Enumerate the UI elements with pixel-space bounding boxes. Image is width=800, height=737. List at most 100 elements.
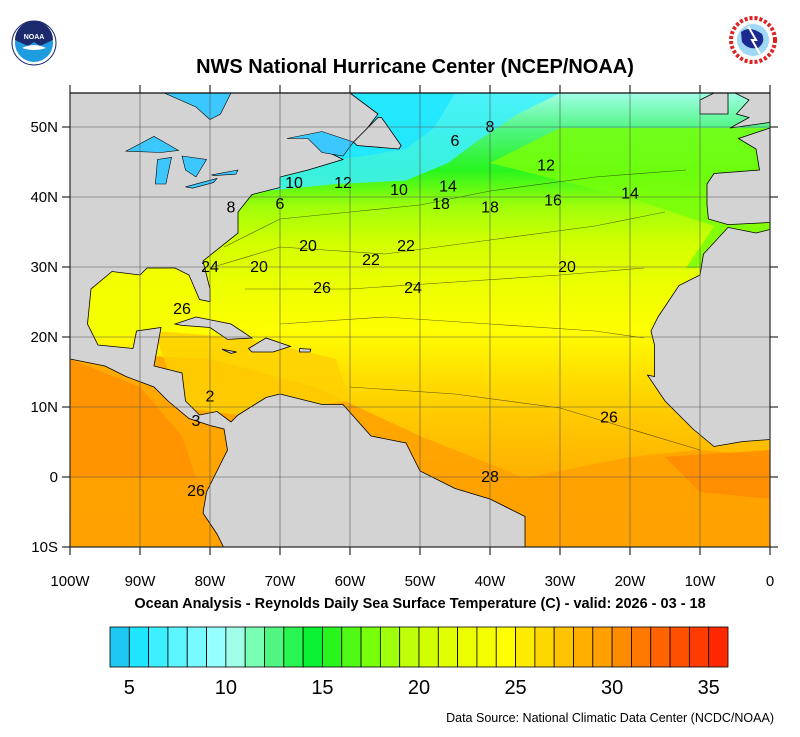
latitude-label: 50N bbox=[30, 119, 58, 136]
colorbar-swatch bbox=[573, 626, 594, 668]
colorbar-swatch bbox=[495, 626, 516, 668]
longitude-label: 60W bbox=[335, 573, 367, 590]
contour-label: 26 bbox=[313, 280, 331, 297]
longitude-label: 70W bbox=[265, 573, 297, 590]
contour-label: 10 bbox=[390, 182, 408, 199]
longitude-label: 100W bbox=[50, 573, 90, 590]
colorbar-swatch bbox=[534, 626, 555, 668]
lake-huron bbox=[181, 155, 207, 178]
colorbar-swatch bbox=[708, 626, 729, 668]
chart-title: NWS National Hurricane Center (NCEP/NOAA… bbox=[196, 56, 634, 78]
colorbar-swatch bbox=[225, 626, 246, 668]
iberia-france bbox=[706, 127, 770, 226]
data-source: Data Source: National Climatic Data Cent… bbox=[446, 711, 774, 725]
colorbar-swatch bbox=[206, 626, 227, 668]
longitude-label: 40W bbox=[475, 573, 507, 590]
nws-logo bbox=[729, 16, 777, 64]
isotherm-line bbox=[245, 267, 645, 290]
colorbar-tick-label: 10 bbox=[215, 677, 237, 699]
colorbar-swatch bbox=[553, 626, 574, 668]
longitude-label: 50W bbox=[405, 573, 437, 590]
longitude-label: 90W bbox=[125, 573, 157, 590]
colorbar-swatch bbox=[148, 626, 169, 668]
contour-label: 20 bbox=[299, 238, 317, 255]
lake-ontario bbox=[211, 169, 239, 176]
colorbar-swatch bbox=[302, 626, 323, 668]
puerto-rico bbox=[299, 348, 312, 353]
jamaica bbox=[221, 348, 237, 354]
warm-pacific-region bbox=[70, 359, 196, 478]
colorbar-swatch bbox=[592, 626, 613, 668]
colorbar-swatch bbox=[399, 626, 420, 668]
contour-label: 20 bbox=[558, 259, 576, 276]
contour-label: 6 bbox=[451, 133, 460, 150]
latitude-label: 10N bbox=[30, 399, 58, 416]
colorbar-swatch bbox=[437, 626, 459, 668]
latitude-label: 0 bbox=[50, 469, 58, 486]
contour-label: 8 bbox=[227, 200, 236, 217]
colorbar-swatch bbox=[109, 626, 130, 668]
contour-label: 24 bbox=[404, 280, 422, 297]
contour-label: 26 bbox=[187, 483, 205, 500]
colorbar-swatch bbox=[476, 626, 497, 668]
colorbar-swatch bbox=[360, 626, 381, 668]
colorbar-swatch bbox=[515, 626, 536, 668]
lake-erie bbox=[185, 177, 218, 189]
contour-label: 18 bbox=[432, 196, 450, 213]
longitude-label: 0 bbox=[766, 573, 774, 590]
colorbar-swatch bbox=[186, 626, 207, 668]
colorbar-swatch bbox=[631, 626, 652, 668]
colorbar-swatch bbox=[379, 626, 401, 668]
colorbar-swatch bbox=[650, 626, 671, 668]
latitude-label: 20N bbox=[30, 329, 58, 346]
colorbar-tick-label: 5 bbox=[124, 677, 135, 699]
contour-label: 22 bbox=[362, 252, 380, 269]
colorbar-tick-label: 35 bbox=[698, 677, 720, 699]
latitude-label: 40N bbox=[30, 189, 58, 206]
gulf-of-mexico bbox=[84, 268, 203, 338]
colorbar-swatch bbox=[669, 626, 690, 668]
noaa-logo: NOAA bbox=[11, 20, 57, 66]
latitude-label: 30N bbox=[30, 259, 58, 276]
contour-label: 10 bbox=[285, 175, 303, 192]
contour-label: 14 bbox=[439, 179, 457, 196]
isotherm-line bbox=[209, 211, 666, 269]
map-subtitle: Ocean Analysis - Reynolds Daily Sea Surf… bbox=[134, 596, 706, 612]
longitude-label: 80W bbox=[195, 573, 227, 590]
contour-label: 3 bbox=[192, 413, 201, 430]
colorbar-swatch bbox=[418, 626, 439, 668]
colorbar-tick-label: 20 bbox=[408, 677, 430, 699]
lake-superior bbox=[124, 136, 180, 153]
latitude-label: 10S bbox=[31, 539, 58, 556]
colorbar: 5 10 15 20 25 30 35 bbox=[109, 626, 729, 699]
colorbar-swatch bbox=[264, 626, 285, 668]
svg-text:NOAA: NOAA bbox=[24, 34, 45, 41]
longitude-label: 20W bbox=[615, 573, 647, 590]
contour-label: 26 bbox=[173, 301, 191, 318]
gulf-of-st-lawrence bbox=[286, 131, 354, 157]
colorbar-swatch bbox=[128, 626, 150, 668]
colorbar-swatch bbox=[167, 626, 188, 668]
colorbar-swatch bbox=[283, 626, 304, 668]
colorbar-tick-label: 25 bbox=[504, 677, 526, 699]
colorbar-tick-label: 15 bbox=[311, 677, 333, 699]
lake-michigan bbox=[155, 157, 172, 185]
colorbar-swatch bbox=[457, 626, 478, 668]
contour-label: 12 bbox=[334, 175, 352, 192]
colorbar-swatch bbox=[611, 626, 632, 668]
americas-landmass bbox=[70, 93, 526, 547]
longitude-label: 10W bbox=[685, 573, 717, 590]
colorbar-tick-label: 30 bbox=[601, 677, 623, 699]
contour-label: 16 bbox=[544, 193, 562, 210]
contour-label: 22 bbox=[397, 238, 415, 255]
cuba bbox=[173, 316, 254, 340]
great-britain bbox=[729, 93, 770, 129]
colorbar-swatch bbox=[322, 626, 343, 668]
contour-label: 12 bbox=[537, 158, 555, 175]
colorbar-swatch bbox=[244, 626, 265, 668]
warm-gulf-guinea bbox=[665, 450, 770, 499]
colorbar-swatch bbox=[688, 626, 710, 668]
contour-label: 26 bbox=[600, 410, 618, 427]
contour-label: 20 bbox=[250, 259, 268, 276]
